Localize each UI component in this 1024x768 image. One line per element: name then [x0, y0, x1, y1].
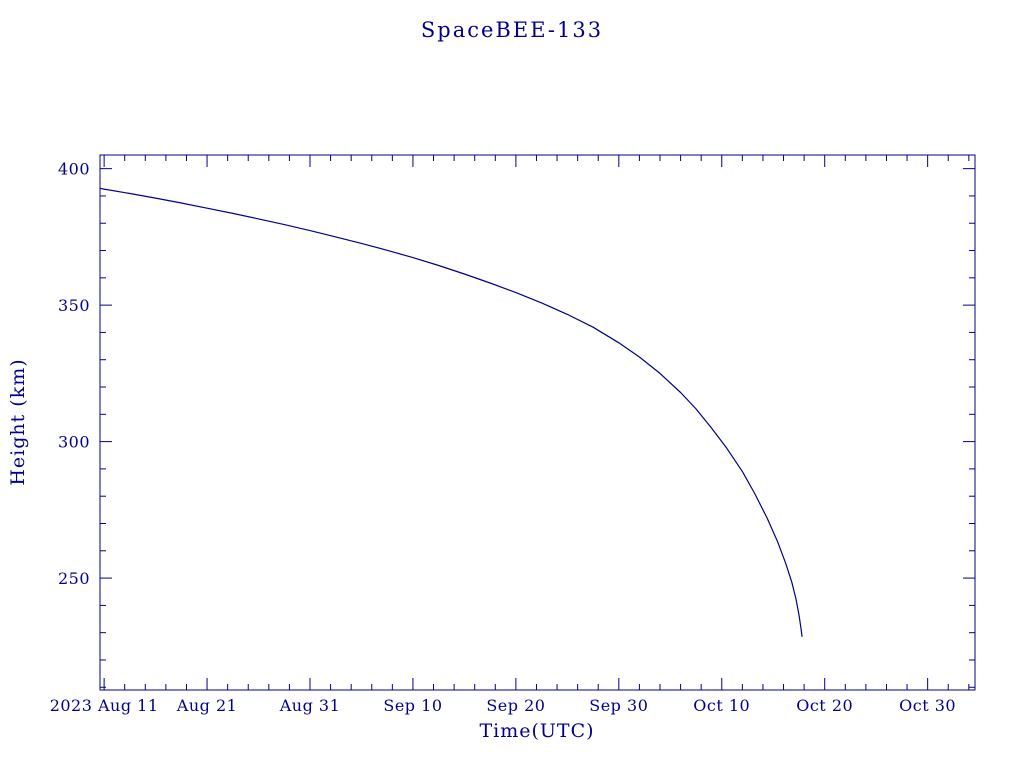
decay-curve [99, 187, 803, 637]
height-curve [99, 187, 803, 637]
x-tick-label: Oct 10 [693, 696, 750, 715]
x-tick-label: 2023 Aug 11 [50, 696, 159, 715]
x-tick-label: Aug 31 [279, 696, 341, 715]
x-tick-label: Aug 21 [176, 696, 238, 715]
tick-labels: 2023 Aug 11 Aug 21 Aug 31 Sep 10 Sep 20 Sep 3… [50, 160, 956, 715]
y-tick-label: 300 [58, 433, 90, 452]
chart-title: SpaceBEE-133 [420, 18, 604, 42]
x-axis-label: Time(UTC) [479, 720, 595, 742]
x-tick-label: Sep 20 [486, 696, 545, 715]
y-tick-label: 250 [58, 569, 90, 588]
plot-frame [99, 154, 976, 691]
axes-box [99, 154, 976, 691]
axis-ticks [100, 155, 975, 690]
y-tick-label: 350 [58, 296, 90, 315]
y-tick-label: 400 [58, 160, 90, 179]
x-tick-label: Oct 20 [796, 696, 853, 715]
x-tick-label: Oct 30 [899, 696, 956, 715]
x-tick-label: Sep 10 [383, 696, 442, 715]
x-tick-label: Sep 30 [589, 696, 648, 715]
